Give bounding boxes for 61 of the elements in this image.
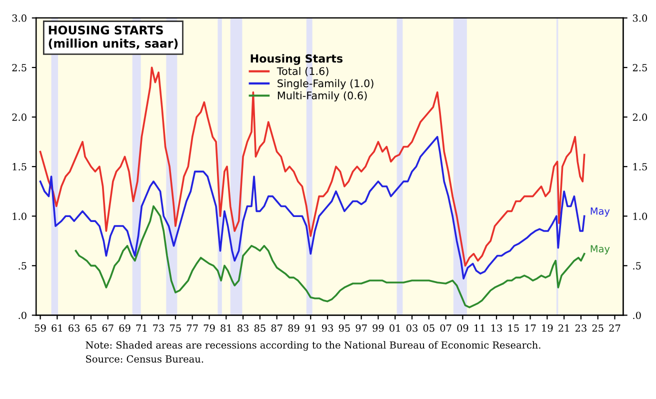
x-tick-label: 99 [372,324,384,332]
y2-tick-label: 1.0 [633,212,648,220]
x-tick-label: 71 [136,324,146,332]
annotation: May [590,208,610,217]
x-tick-label: 17 [525,324,536,332]
y2-tick-label: 1.5 [633,163,647,170]
x-tick-label: 77 [186,324,198,332]
x-tick-label: 59 [34,324,46,332]
x-tick-label: 13 [491,324,502,332]
x-tick-label: 15 [508,324,519,332]
x-tick-label: 05 [423,324,434,332]
x-tick-label: 69 [119,324,130,332]
legend-label: Total (1.6) [276,67,328,76]
annotation: May [590,245,610,254]
line-series [39,136,586,280]
x-tick-label: 83 [238,324,249,332]
x-tick-label: 07 [440,324,452,332]
line-series [74,205,586,308]
y-tick-label: .0 [18,312,26,320]
x-tick-label: 67 [102,324,114,332]
x-tick-label: 01 [390,324,400,332]
y2-tick-label: 3.0 [632,14,648,22]
y-tick-label: 1.5 [12,163,26,170]
x-tick-label: 85 [254,324,266,332]
x-tick-label: 91 [305,324,316,332]
line-series [39,66,586,267]
y-tick-label: 2.5 [12,64,26,72]
x-tick-label: 79 [204,324,215,332]
text: HOUSING STARTS (million units, saar) [48,26,178,50]
legend-label: Single-Family (1.0) [278,79,374,90]
legend-title: Housing Starts [250,54,343,65]
x-tick-label: 65 [85,324,96,332]
y2-tick-label: 2.0 [632,114,648,121]
y2-tick-label: .0 [633,312,641,320]
source-note: Source: Census Bureau. [86,355,204,363]
x-tick-label: 21 [558,324,569,332]
x-tick-label: 75 [170,324,181,332]
text: Note: Shaded areas are recessions according to the National Bureau of Economic Research. [86,341,540,351]
x-tick-label: 25 [592,324,604,332]
x-tick-label: 09 [457,324,468,332]
legend-label: Multi-Family (0.6) [278,91,367,102]
x-tick-label: 19 [542,324,553,332]
y-tick-label: 1.0 [12,212,26,220]
x-tick-label: 93 [322,324,333,332]
x-tick-label: 03 [406,324,418,332]
y-tick-label: 3.0 [12,14,26,22]
x-tick-label: 11 [474,324,484,332]
x-tick-label: 97 [356,324,367,332]
x-tick-label: 81 [220,324,231,332]
x-tick-label: 73 [153,324,164,332]
x-tick-label: 63 [68,324,80,332]
x-tick-label: 61 [52,324,62,332]
y-tick-label: .5 [18,262,26,270]
y2-tick-label: .5 [633,262,641,270]
y2-tick-label: 2.5 [632,64,647,72]
x-tick-label: 87 [271,324,282,332]
x-tick-label: 23 [575,324,586,332]
y-tick-label: 2.0 [12,114,26,121]
x-tick-label: 89 [288,324,300,332]
x-tick-label: 27 [609,324,620,332]
x-tick-label: 95 [338,324,350,332]
